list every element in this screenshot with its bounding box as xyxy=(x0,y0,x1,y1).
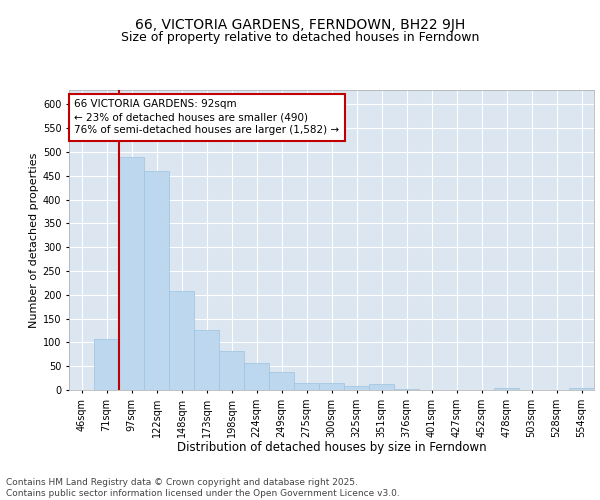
Text: Size of property relative to detached houses in Ferndown: Size of property relative to detached ho… xyxy=(121,31,479,44)
Bar xyxy=(194,330,219,390)
Bar xyxy=(369,384,394,390)
Text: 66, VICTORIA GARDENS, FERNDOWN, BH22 9JH: 66, VICTORIA GARDENS, FERNDOWN, BH22 9JH xyxy=(135,18,465,32)
Bar xyxy=(244,363,269,390)
Bar xyxy=(144,171,169,390)
Bar xyxy=(494,388,519,390)
X-axis label: Distribution of detached houses by size in Ferndown: Distribution of detached houses by size … xyxy=(176,442,487,454)
Bar xyxy=(219,351,244,390)
Y-axis label: Number of detached properties: Number of detached properties xyxy=(29,152,38,328)
Text: Contains HM Land Registry data © Crown copyright and database right 2025.
Contai: Contains HM Land Registry data © Crown c… xyxy=(6,478,400,498)
Bar xyxy=(169,292,194,390)
Bar xyxy=(394,388,419,390)
Bar xyxy=(319,384,344,390)
Bar xyxy=(294,384,319,390)
Bar xyxy=(119,156,144,390)
Bar xyxy=(569,388,594,390)
Text: 66 VICTORIA GARDENS: 92sqm
← 23% of detached houses are smaller (490)
76% of sem: 66 VICTORIA GARDENS: 92sqm ← 23% of deta… xyxy=(74,99,340,136)
Bar xyxy=(94,339,119,390)
Bar xyxy=(344,386,369,390)
Bar xyxy=(269,372,294,390)
